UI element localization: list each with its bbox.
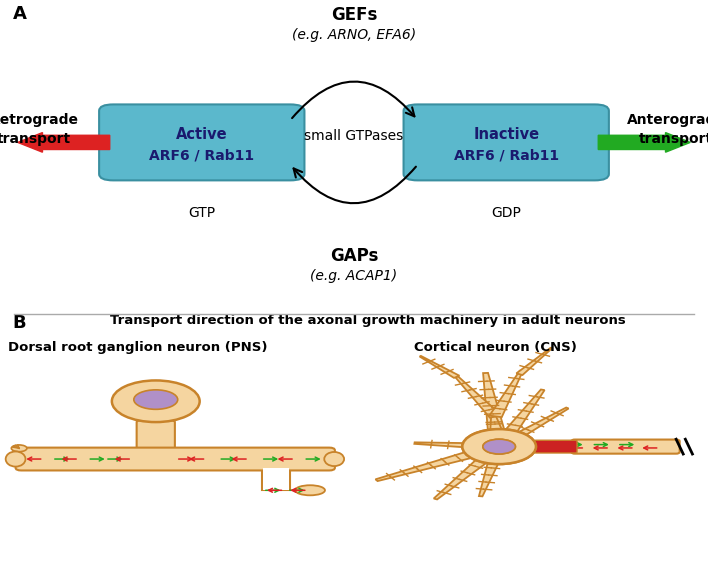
Polygon shape [420,356,459,378]
Polygon shape [455,376,501,418]
Polygon shape [375,443,503,481]
Text: ARF6 / Rab11: ARF6 / Rab11 [149,148,254,162]
Text: GTP: GTP [188,206,215,220]
Polygon shape [434,445,506,499]
FancyBboxPatch shape [571,440,680,454]
Ellipse shape [6,451,25,466]
FancyBboxPatch shape [137,420,175,452]
Polygon shape [489,371,523,417]
FancyBboxPatch shape [534,440,577,453]
Polygon shape [219,450,329,490]
FancyArrow shape [18,132,110,152]
Text: GAPs: GAPs [330,247,378,265]
Text: Anterograde: Anterograde [627,113,708,127]
Text: transport: transport [0,132,71,146]
Ellipse shape [295,485,325,495]
Text: GEFs: GEFs [331,6,377,25]
Text: Cortical neuron (CNS): Cortical neuron (CNS) [414,341,577,354]
Ellipse shape [134,390,178,410]
Text: ARF6 / Rab11: ARF6 / Rab11 [454,148,559,162]
Text: transport: transport [639,132,708,146]
FancyBboxPatch shape [16,448,335,471]
Text: Retrograde: Retrograde [0,113,79,127]
Text: Dorsal root ganglion neuron (PNS): Dorsal root ganglion neuron (PNS) [8,341,268,354]
Circle shape [112,380,200,422]
Ellipse shape [483,440,515,454]
Text: Active: Active [176,127,227,142]
Text: Transport direction of the axonal growth machinery in adult neurons: Transport direction of the axonal growth… [110,314,626,327]
Text: Inactive: Inactive [473,127,539,142]
Text: small GTPases: small GTPases [304,129,404,143]
Text: (e.g. ACAP1): (e.g. ACAP1) [310,269,398,283]
Polygon shape [414,442,500,449]
Ellipse shape [324,452,344,466]
Polygon shape [263,468,289,490]
Circle shape [462,429,536,464]
Ellipse shape [483,440,515,454]
Polygon shape [494,407,569,448]
FancyBboxPatch shape [404,104,609,180]
Polygon shape [483,373,509,447]
Polygon shape [479,446,506,496]
Polygon shape [489,417,509,447]
FancyArrow shape [598,132,690,152]
Ellipse shape [11,445,27,452]
Text: (e.g. ARNO, EFA6): (e.g. ARNO, EFA6) [292,29,416,42]
FancyBboxPatch shape [99,104,304,180]
Polygon shape [492,390,544,448]
Text: GDP: GDP [491,206,521,220]
Polygon shape [516,348,552,375]
Text: B: B [13,314,26,332]
Circle shape [462,429,536,464]
Text: A: A [13,5,27,23]
